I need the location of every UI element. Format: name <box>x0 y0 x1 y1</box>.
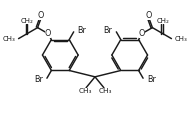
Text: CH₃: CH₃ <box>3 36 16 42</box>
Text: O: O <box>139 29 145 38</box>
Text: CH₃: CH₃ <box>78 88 92 94</box>
Text: CH₂: CH₂ <box>156 18 169 24</box>
Text: CH₃: CH₃ <box>98 88 112 94</box>
Text: Br: Br <box>147 75 156 84</box>
Text: CH₃: CH₃ <box>174 36 187 42</box>
Text: Br: Br <box>34 75 43 84</box>
Text: CH₂: CH₂ <box>21 18 34 24</box>
Text: O: O <box>45 29 51 38</box>
Text: Br: Br <box>78 26 86 35</box>
Text: O: O <box>146 11 152 20</box>
Text: O: O <box>38 11 44 20</box>
Text: Br: Br <box>104 26 112 35</box>
